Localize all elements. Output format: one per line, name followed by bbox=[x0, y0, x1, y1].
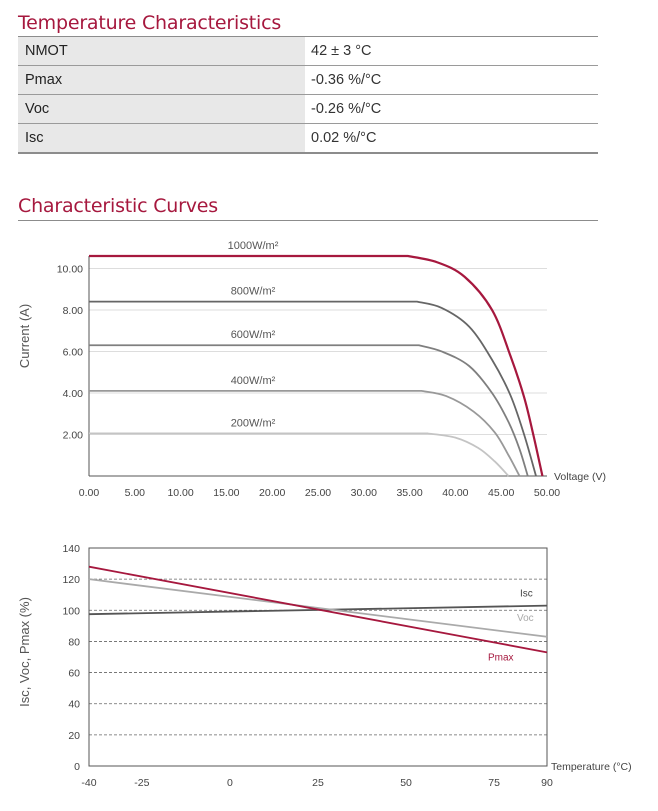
x-tick-label: 0.00 bbox=[79, 487, 100, 499]
series-label: 800W/m² bbox=[231, 286, 276, 298]
y-tick-label: 20 bbox=[68, 730, 80, 742]
x-tick-label: 50 bbox=[400, 777, 412, 789]
y-tick-label: 60 bbox=[68, 668, 80, 680]
temperature-characteristics-title: Temperature Characteristics bbox=[18, 12, 282, 34]
series-label: 400W/m² bbox=[231, 375, 276, 387]
x-tick-label: 35.00 bbox=[396, 487, 422, 499]
row-label: Isc bbox=[18, 123, 305, 154]
x-axis-label: Voltage (V) bbox=[554, 471, 606, 483]
series-label: Isc bbox=[520, 589, 533, 600]
table-row: Pmax -0.36 %/°C bbox=[18, 65, 598, 95]
table-row: NMOT 42 ± 3 °C bbox=[18, 37, 598, 66]
temperature-characteristics-table: NMOT 42 ± 3 °C Pmax -0.36 %/°C Voc -0.26… bbox=[18, 37, 598, 154]
x-axis-label: Temperature (°C) bbox=[551, 761, 632, 773]
series-label: 600W/m² bbox=[231, 329, 276, 341]
x-tick-label: -40 bbox=[81, 777, 96, 789]
y-tick-label: 10.00 bbox=[57, 263, 83, 275]
temp-line-pmax bbox=[88, 565, 548, 654]
y-tick-label: 0 bbox=[74, 761, 80, 773]
iv-curve-600w bbox=[89, 344, 529, 477]
x-tick-label: 0 bbox=[227, 777, 233, 789]
iv-curve-200w bbox=[89, 432, 510, 477]
x-tick-label: 5.00 bbox=[125, 487, 146, 499]
y-tick-label: 4.00 bbox=[63, 388, 84, 400]
y-axis-label: Isc, Voc, Pmax (%) bbox=[17, 597, 32, 707]
row-label: NMOT bbox=[18, 37, 305, 66]
table-row: Voc -0.26 %/°C bbox=[18, 94, 598, 124]
row-value: 42 ± 3 °C bbox=[305, 37, 598, 66]
y-tick-label: 2.00 bbox=[63, 429, 84, 441]
x-tick-label: -25 bbox=[134, 777, 149, 789]
x-tick-label: 50.00 bbox=[534, 487, 560, 499]
row-value: -0.36 %/°C bbox=[305, 65, 598, 95]
title-rule bbox=[18, 220, 598, 221]
temp-line-voc bbox=[88, 578, 548, 638]
title-rule bbox=[18, 36, 598, 37]
plot-frame bbox=[88, 547, 548, 767]
x-tick-label: 75 bbox=[488, 777, 500, 789]
table-row: Isc 0.02 %/°C bbox=[18, 123, 598, 154]
x-tick-label: 30.00 bbox=[351, 487, 377, 499]
y-tick-label: 140 bbox=[62, 543, 80, 555]
iv-curve-800w bbox=[89, 300, 537, 477]
series-label: Voc bbox=[517, 613, 534, 624]
x-tick-label: 90 bbox=[541, 777, 553, 789]
x-tick-label: 45.00 bbox=[488, 487, 514, 499]
y-tick-label: 100 bbox=[62, 605, 80, 617]
y-tick-label: 6.00 bbox=[63, 346, 84, 358]
x-tick-label: 25.00 bbox=[305, 487, 331, 499]
y-tick-label: 120 bbox=[62, 574, 80, 586]
y-tick-label: 8.00 bbox=[63, 305, 84, 317]
y-axis-label: Current (A) bbox=[17, 304, 32, 368]
temp-line-isc bbox=[88, 604, 548, 616]
y-tick-label: 80 bbox=[68, 636, 80, 648]
series-label: 200W/m² bbox=[231, 417, 276, 429]
characteristic-curves-title: Characteristic Curves bbox=[18, 195, 218, 217]
series-label: 1000W/m² bbox=[228, 240, 279, 252]
iv-curve-1000w bbox=[89, 254, 544, 477]
y-tick-label: 40 bbox=[68, 699, 80, 711]
x-tick-label: 40.00 bbox=[442, 487, 468, 499]
row-value: -0.26 %/°C bbox=[305, 94, 598, 124]
row-label: Voc bbox=[18, 94, 305, 124]
x-tick-label: 15.00 bbox=[213, 487, 239, 499]
x-tick-label: 25 bbox=[312, 777, 324, 789]
series-label: Pmax bbox=[488, 652, 514, 663]
row-label: Pmax bbox=[18, 65, 305, 95]
row-value: 0.02 %/°C bbox=[305, 123, 598, 154]
x-tick-label: 20.00 bbox=[259, 487, 285, 499]
iv-curve-400w bbox=[89, 390, 521, 477]
x-tick-label: 10.00 bbox=[167, 487, 193, 499]
